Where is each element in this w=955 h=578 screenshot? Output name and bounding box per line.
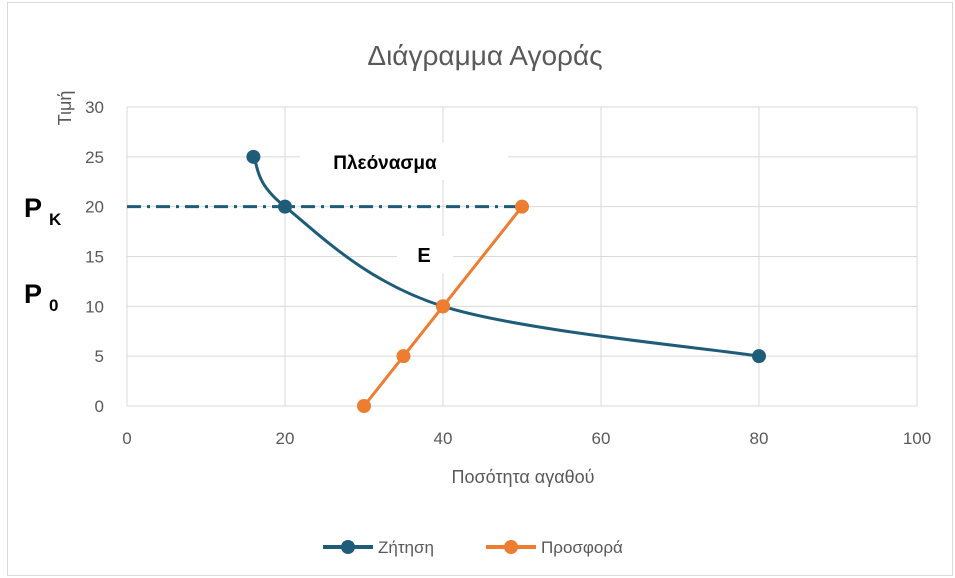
y-tick-label: 0 <box>95 397 104 416</box>
demand-point <box>278 199 292 214</box>
y-tick-label: 5 <box>95 347 104 366</box>
price-k-subscript: K <box>49 210 62 229</box>
price-k-main: P <box>24 193 42 223</box>
supply-point <box>436 299 450 314</box>
x-tick-label: 80 <box>750 429 769 448</box>
annotation-background-layer <box>300 143 508 273</box>
y-tick-label: 30 <box>85 98 104 117</box>
surplus-label-background <box>300 143 508 180</box>
legend-supply-label: Προσφορά <box>541 538 623 557</box>
y-tick-label: 25 <box>85 148 104 167</box>
x-tick-label: 0 <box>122 429 131 448</box>
gridlines <box>126 106 918 407</box>
x-tick-label: 40 <box>434 429 453 448</box>
y-tick-label: 20 <box>85 198 104 217</box>
y-tick-labels: 0 5 10 15 20 25 30 <box>85 98 104 416</box>
legend: Ζήτηση Προσφορά <box>323 538 623 557</box>
x-tick-labels: 0 20 40 60 80 100 <box>122 429 931 448</box>
legend-demand-marker <box>341 540 355 554</box>
demand-line <box>251 155 761 358</box>
chart-border <box>7 2 953 576</box>
equilibrium-label: E <box>417 245 430 267</box>
demand-point <box>752 349 766 364</box>
x-tick-label: 60 <box>592 429 611 448</box>
price-0-main: P <box>24 279 42 309</box>
price-0-subscript: 0 <box>49 296 58 315</box>
legend-supply-marker <box>504 540 518 554</box>
price-0-label: P 0 <box>24 279 59 315</box>
equilibrium-label-background <box>397 236 453 273</box>
demand-point <box>246 149 261 164</box>
supply-point <box>396 349 411 364</box>
y-tick-label: 10 <box>85 297 104 316</box>
supply-point <box>357 399 371 413</box>
supply-line <box>362 205 524 408</box>
x-tick-label: 20 <box>276 429 295 448</box>
surplus-label: Πλεόνασμα <box>333 153 437 174</box>
y-tick-label: 15 <box>85 248 104 267</box>
series-layer <box>246 149 766 413</box>
chart-title: Διάγραμμα Αγοράς <box>367 40 602 71</box>
x-axis-title: Ποσότητα αγαθού <box>452 467 595 487</box>
x-tick-label: 100 <box>903 429 931 448</box>
price-k-label: P K <box>24 193 62 229</box>
y-axis-title: Τιμή <box>55 91 75 126</box>
supply-point <box>515 199 529 214</box>
legend-demand-label: Ζήτηση <box>378 538 434 557</box>
